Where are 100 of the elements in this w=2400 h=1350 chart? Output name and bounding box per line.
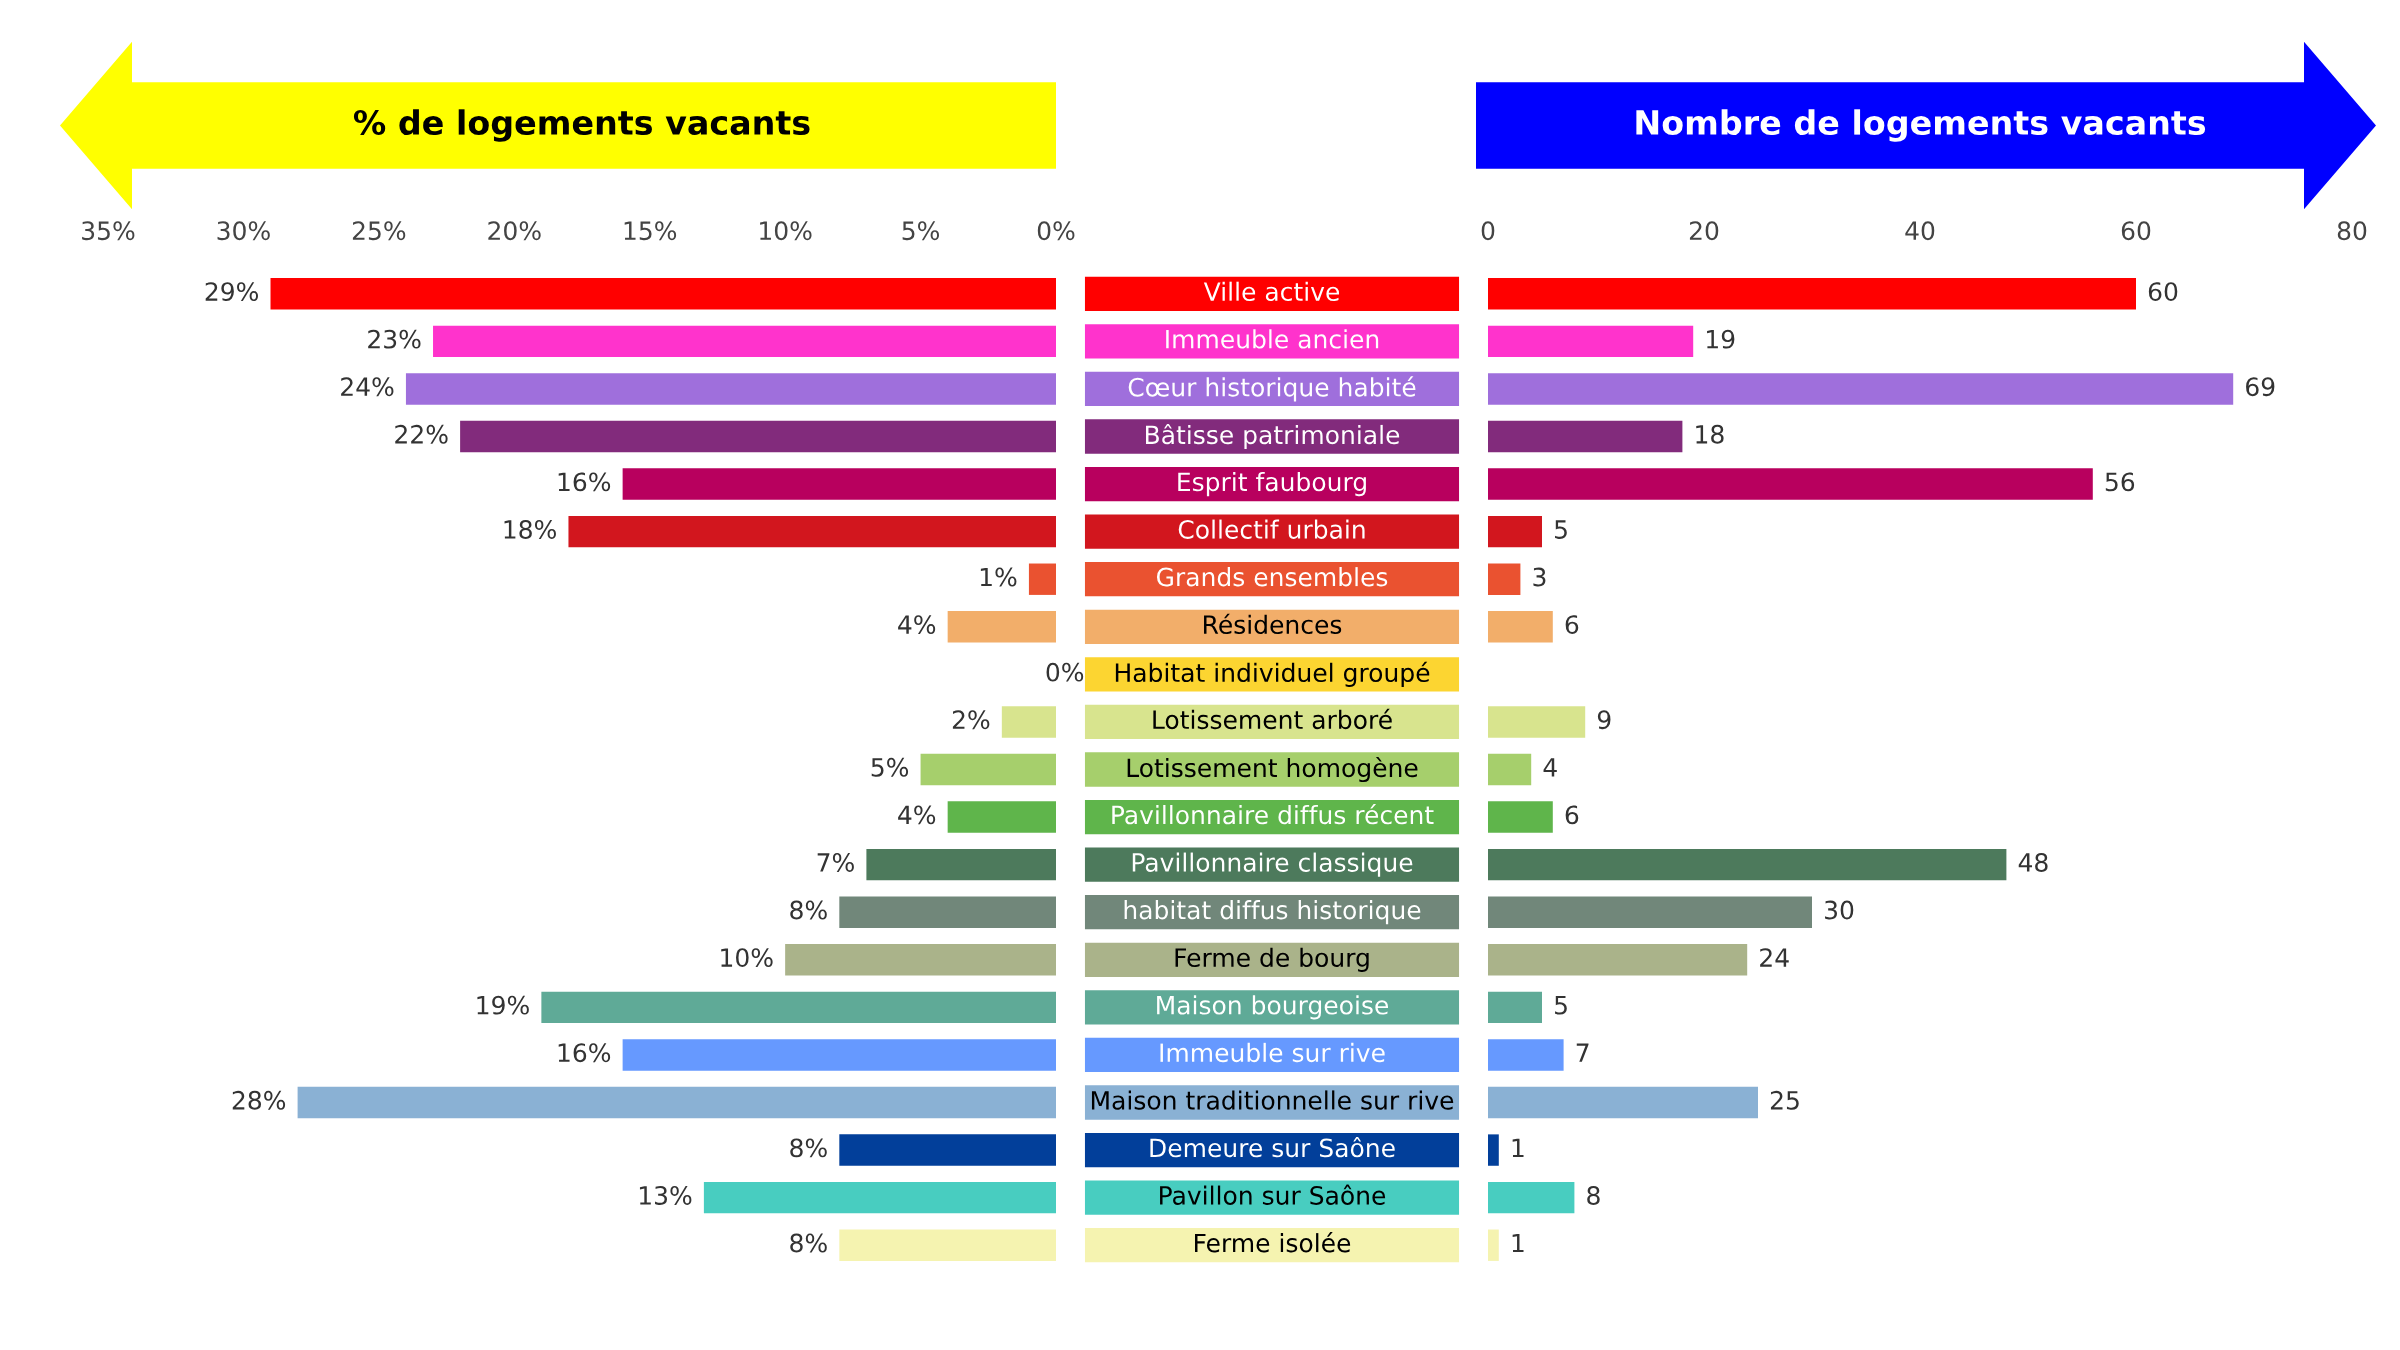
y-tick-label: Immeuble ancien — [1166, 329, 1379, 349]
data-label: 30 — [1825, 900, 1854, 920]
y-tick-label: Demeure sur Saône — [1150, 1136, 1395, 1158]
data-label: 18% — [504, 519, 556, 539]
bar — [1488, 896, 1812, 928]
bar — [1488, 420, 1683, 453]
bar — [622, 1039, 1056, 1071]
x-tick-label: 5% — [902, 221, 940, 241]
x-tick-label: 30% — [217, 221, 270, 241]
bar — [568, 515, 1056, 548]
bar — [1488, 848, 2007, 881]
bar — [270, 278, 1056, 310]
y-tick-label: Cœur historique habité — [1128, 376, 1416, 402]
bar — [947, 611, 1056, 643]
bar — [1488, 278, 2136, 310]
data-label: 1 — [1512, 1233, 1524, 1253]
data-label: 16% — [558, 472, 611, 492]
bar — [1488, 1134, 1499, 1166]
data-label: 28% — [232, 1090, 286, 1110]
y-tick-label: Lotissement homogène — [1127, 756, 1418, 783]
y-tick-label: Ferme isolée — [1195, 1232, 1351, 1253]
chart-title: % de logements vacants — [353, 109, 810, 142]
bar — [1488, 1039, 1564, 1071]
data-label: 5 — [1555, 996, 1567, 1015]
data-label: 19 — [1707, 329, 1735, 349]
data-label: 10% — [721, 948, 773, 968]
bar — [1488, 611, 1553, 643]
x-tick-label: 10% — [760, 221, 812, 241]
bar — [297, 1086, 1056, 1119]
bar — [622, 468, 1056, 500]
data-label: 8 — [1587, 1185, 1600, 1205]
y-tick-label: Lotissement arboré — [1153, 708, 1392, 730]
x-tick-label: 20% — [488, 221, 541, 241]
bar — [839, 1134, 1056, 1166]
data-label: 16% — [558, 1043, 611, 1063]
data-label: 60 — [2148, 282, 2178, 302]
bar — [839, 896, 1056, 928]
y-tick-label: Esprit faubourg — [1178, 471, 1366, 497]
data-label: 8% — [790, 900, 827, 920]
data-label: 7% — [817, 852, 854, 872]
data-label: 24 — [1760, 948, 1789, 967]
data-label: 4% — [898, 615, 936, 635]
x-tick-label: 15% — [624, 221, 677, 241]
x-tick-label: 0 — [1481, 221, 1495, 241]
data-label: 13% — [639, 1185, 692, 1205]
y-tick-label: Résidences — [1204, 613, 1342, 635]
bar — [1488, 563, 1521, 595]
y-tick-label: habitat diffus historique — [1124, 900, 1421, 925]
data-label: 69 — [2246, 377, 2275, 397]
bar — [1488, 801, 1553, 833]
x-tick-label: 0% — [1037, 221, 1075, 241]
data-label: 5% — [871, 757, 909, 777]
data-label: 0% — [1046, 662, 1084, 682]
data-label: 1 — [1512, 1138, 1524, 1157]
x-tick-label: 25% — [352, 221, 406, 241]
bar — [1488, 325, 1694, 358]
x-tick-label: 40 — [1905, 221, 1935, 241]
y-tick-label: Maison traditionnelle sur rive — [1091, 1090, 1454, 1110]
data-label: 3 — [1533, 567, 1546, 587]
bar — [433, 325, 1056, 358]
bar — [1488, 944, 1748, 976]
data-label: 24% — [341, 377, 394, 397]
y-tick-label: Pavillon sur Saône — [1160, 1184, 1386, 1205]
bar — [1488, 515, 1542, 548]
y-tick-label: Ville active — [1203, 281, 1340, 302]
data-label: 8% — [790, 1138, 827, 1158]
bar — [1488, 706, 1586, 738]
bar — [785, 944, 1056, 976]
y-tick-label: Ferme de bourg — [1175, 947, 1369, 972]
bar — [1001, 706, 1056, 738]
data-label: 8% — [790, 1233, 827, 1253]
bar — [947, 801, 1056, 833]
data-label: 5 — [1555, 520, 1567, 539]
data-label: 48 — [2018, 852, 2048, 872]
x-tick-label: 80 — [2337, 221, 2367, 241]
data-label: 4 — [1543, 758, 1557, 777]
bar — [460, 420, 1056, 453]
y-tick-label: Habitat individuel groupé — [1115, 661, 1430, 687]
data-label: 2% — [952, 710, 990, 730]
bar — [1488, 1181, 1575, 1214]
y-tick-label: Bâtisse patrimoniale — [1146, 423, 1400, 450]
bar — [1028, 563, 1056, 595]
bar — [405, 373, 1056, 405]
chart-title: Nombre de logements vacants — [1636, 109, 2206, 142]
data-label: 9 — [1597, 710, 1611, 730]
x-tick-label: 20 — [1689, 221, 1719, 241]
y-tick-label: Grands ensembles — [1156, 567, 1388, 587]
y-tick-label: Pavillonnaire diffus récent — [1112, 803, 1434, 825]
y-tick-label: Collectif urbain — [1178, 519, 1365, 539]
data-label: 22% — [395, 424, 448, 444]
bar — [839, 1229, 1056, 1261]
y-tick-label: Maison bourgeoise — [1157, 995, 1389, 1020]
data-label: 6 — [1565, 615, 1579, 635]
data-label: 23% — [368, 329, 421, 349]
data-label: 18 — [1696, 424, 1724, 444]
bar — [541, 991, 1056, 1024]
bar — [866, 848, 1056, 881]
bar — [920, 753, 1056, 786]
bar — [1488, 1229, 1499, 1261]
data-label: 6 — [1565, 805, 1579, 825]
